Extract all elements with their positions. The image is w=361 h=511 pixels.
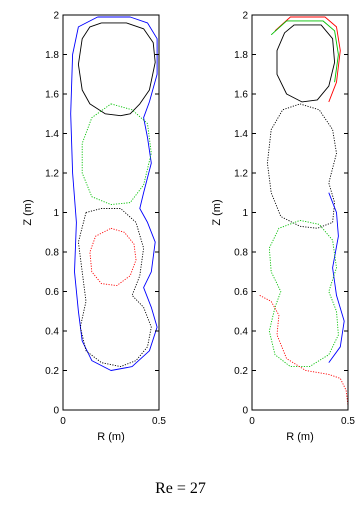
y-tick-label: 0.8 — [234, 248, 248, 259]
series-black-dotted-line — [266, 103, 337, 229]
plot-frame — [251, 14, 349, 411]
series-black-solid-line — [77, 22, 156, 117]
x-tick-label: 0.5 — [341, 416, 355, 427]
series-green-solid-line — [270, 20, 339, 83]
figure-caption: Re = 27 — [155, 480, 206, 497]
x-axis-label: R (m) — [286, 431, 314, 443]
y-tick-label: 1.8 — [234, 50, 248, 61]
series-red-solid-line — [274, 16, 341, 103]
y-tick-label: 0.2 — [234, 366, 248, 377]
y-tick-label: 1.8 — [45, 50, 59, 61]
y-tick-label: 1 — [242, 208, 248, 219]
series-red-dotted-line — [259, 295, 349, 407]
y-tick-label: 0.8 — [45, 248, 59, 259]
y-tick-label: 0.4 — [45, 327, 59, 338]
y-tick-label: 0 — [242, 406, 248, 417]
series-green-dotted-line — [81, 103, 152, 206]
y-tick-label: 0.2 — [45, 366, 59, 377]
x-tick-label: 0 — [60, 416, 66, 427]
y-axis-label: Z (m) — [211, 199, 223, 225]
series-blue-solid-line — [70, 16, 158, 371]
y-tick-label: 2 — [53, 11, 59, 22]
series-red-dotted-line — [89, 227, 137, 287]
y-tick-label: 1.6 — [234, 90, 248, 101]
y-tick-label: 1.2 — [234, 169, 248, 180]
y-tick-label: 1.4 — [234, 129, 248, 140]
series-blue-solid-line — [328, 192, 345, 363]
right-plot: 0 0.2 0.4 0.6 0.8 1 1.2 1.4 1.6 1.8 2 0 0.5 R (m) Z (m… — [211, 11, 355, 444]
y-tick-label: 0.6 — [234, 287, 248, 298]
y-axis-label: Z (m) — [22, 199, 34, 225]
series-black-solid-line — [276, 24, 336, 103]
y-tick-label: 1.2 — [45, 169, 59, 180]
y-tick-label: 1.4 — [45, 129, 59, 140]
series-black-dotted-line — [77, 208, 152, 368]
x-tick-label: 0.5 — [152, 416, 166, 427]
figure: 0 0.2 0.4 0.6 0.8 1 1.2 1.4 1.6 1.8 2 0 0.5 R (m) Z (m… — [22, 11, 355, 444]
y-tick-label: 1 — [53, 208, 59, 219]
series-green-dotted-line — [268, 219, 339, 368]
left-plot: 0 0.2 0.4 0.6 0.8 1 1.2 1.4 1.6 1.8 2 0 0.5 R (m) Z (m… — [22, 11, 166, 444]
y-tick-label: 2 — [242, 11, 248, 22]
y-tick-label: 0.6 — [45, 287, 59, 298]
x-axis-label: R (m) — [97, 431, 125, 443]
y-tick-label: 1.6 — [45, 90, 59, 101]
y-tick-label: 0 — [53, 406, 59, 417]
y-tick-label: 0.4 — [234, 327, 248, 338]
x-tick-label: 0 — [249, 416, 255, 427]
plot-frame — [62, 14, 160, 411]
